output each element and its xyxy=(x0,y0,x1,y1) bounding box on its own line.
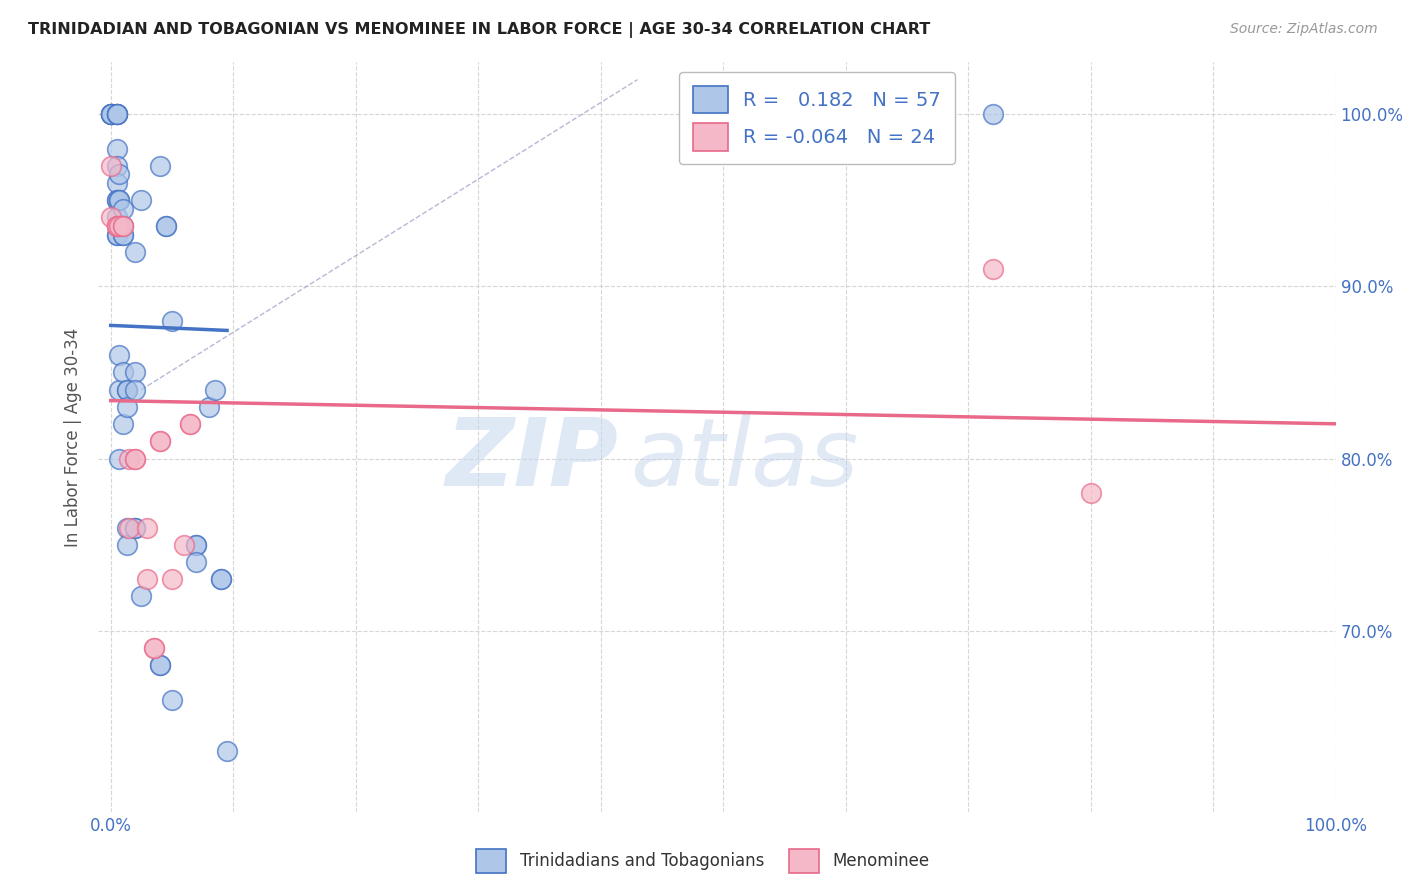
Point xyxy=(115,383,138,397)
Point xyxy=(124,383,146,397)
Text: Source: ZipAtlas.com: Source: ZipAtlas.com xyxy=(1230,22,1378,37)
Point xyxy=(100,159,122,173)
Point xyxy=(209,572,232,586)
Point xyxy=(160,572,183,586)
Point xyxy=(111,202,134,216)
Point xyxy=(100,107,122,121)
Point xyxy=(129,193,152,207)
Point xyxy=(105,211,128,225)
Point xyxy=(100,107,122,121)
Point xyxy=(111,227,134,242)
Point xyxy=(136,572,159,586)
Point xyxy=(129,590,152,604)
Point xyxy=(124,244,146,259)
Point xyxy=(142,641,165,656)
Point xyxy=(108,348,131,362)
Point xyxy=(142,641,165,656)
Point xyxy=(105,107,128,121)
Point xyxy=(108,168,131,182)
Point xyxy=(124,520,146,534)
Point xyxy=(111,219,134,233)
Text: ZIP: ZIP xyxy=(446,414,619,506)
Point xyxy=(105,107,128,121)
Point xyxy=(105,193,128,207)
Point xyxy=(108,451,131,466)
Point xyxy=(124,520,146,534)
Point xyxy=(179,417,201,432)
Point xyxy=(105,219,128,233)
Point xyxy=(981,107,1004,121)
Point xyxy=(124,451,146,466)
Point xyxy=(115,400,138,414)
Legend: R =   0.182   N = 57, R = -0.064   N = 24: R = 0.182 N = 57, R = -0.064 N = 24 xyxy=(679,72,955,164)
Point xyxy=(105,193,128,207)
Point xyxy=(111,219,134,233)
Point xyxy=(155,219,177,233)
Point xyxy=(105,159,128,173)
Point xyxy=(108,383,131,397)
Point xyxy=(149,159,172,173)
Legend: Trinidadians and Tobagonians, Menominee: Trinidadians and Tobagonians, Menominee xyxy=(470,842,936,880)
Text: TRINIDADIAN AND TOBAGONIAN VS MENOMINEE IN LABOR FORCE | AGE 30-34 CORRELATION C: TRINIDADIAN AND TOBAGONIAN VS MENOMINEE … xyxy=(28,22,931,38)
Point xyxy=(111,417,134,432)
Point xyxy=(118,451,141,466)
Y-axis label: In Labor Force | Age 30-34: In Labor Force | Age 30-34 xyxy=(65,327,83,547)
Point xyxy=(105,219,128,233)
Point xyxy=(105,176,128,190)
Point xyxy=(108,193,131,207)
Point xyxy=(111,219,134,233)
Point xyxy=(1080,486,1102,500)
Point xyxy=(105,107,128,121)
Point xyxy=(105,227,128,242)
Point xyxy=(160,692,183,706)
Point xyxy=(186,538,208,552)
Text: atlas: atlas xyxy=(630,414,859,505)
Point xyxy=(105,219,128,233)
Point xyxy=(105,227,128,242)
Point xyxy=(204,383,226,397)
Point xyxy=(111,366,134,380)
Point xyxy=(108,193,131,207)
Point xyxy=(100,107,122,121)
Point xyxy=(215,744,238,758)
Point xyxy=(111,227,134,242)
Point xyxy=(118,520,141,534)
Point xyxy=(124,451,146,466)
Point xyxy=(100,107,122,121)
Point xyxy=(149,658,172,673)
Point xyxy=(197,400,219,414)
Point xyxy=(155,219,177,233)
Point xyxy=(186,538,208,552)
Point xyxy=(173,538,195,552)
Point xyxy=(105,107,128,121)
Point xyxy=(100,211,122,225)
Point xyxy=(149,658,172,673)
Point xyxy=(186,555,208,569)
Point xyxy=(149,434,172,449)
Point xyxy=(136,520,159,534)
Point xyxy=(149,434,172,449)
Point xyxy=(160,314,183,328)
Point xyxy=(105,142,128,156)
Point xyxy=(108,219,131,233)
Point xyxy=(115,538,138,552)
Point xyxy=(179,417,201,432)
Point xyxy=(115,520,138,534)
Point xyxy=(124,366,146,380)
Point xyxy=(100,107,122,121)
Point xyxy=(209,572,232,586)
Point xyxy=(115,383,138,397)
Point xyxy=(981,262,1004,277)
